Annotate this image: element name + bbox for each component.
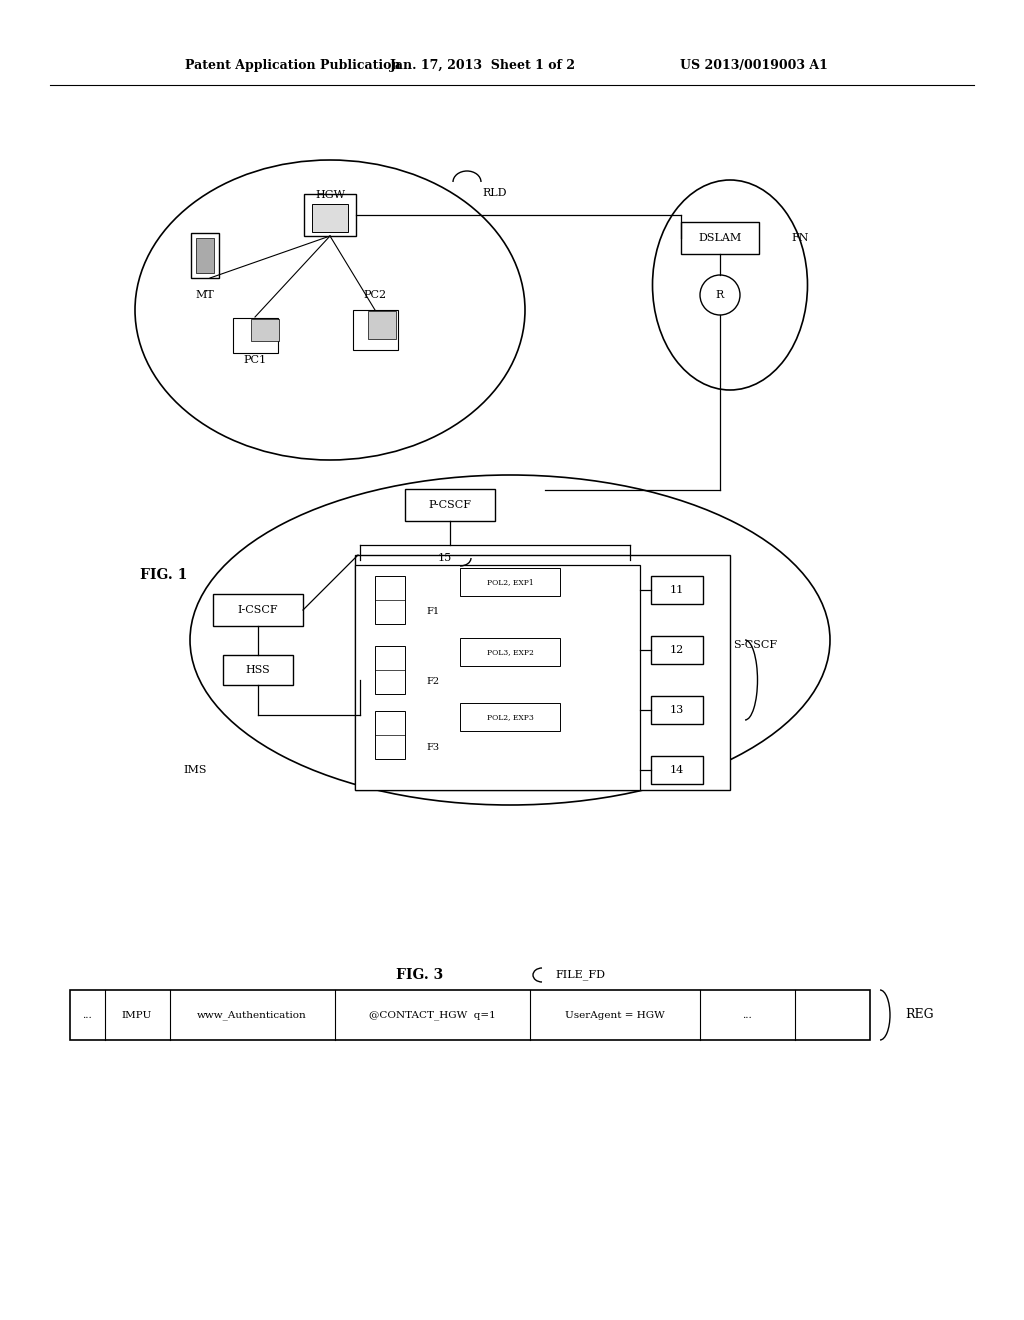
Text: R: R xyxy=(716,290,724,300)
FancyBboxPatch shape xyxy=(375,645,406,694)
FancyBboxPatch shape xyxy=(232,318,278,352)
FancyBboxPatch shape xyxy=(681,222,759,253)
Text: Patent Application Publication: Patent Application Publication xyxy=(185,58,400,71)
Text: RLD: RLD xyxy=(482,187,507,198)
Text: UserAgent = HGW: UserAgent = HGW xyxy=(565,1011,665,1019)
FancyBboxPatch shape xyxy=(368,312,396,339)
Text: POL3, EXP2: POL3, EXP2 xyxy=(486,648,534,656)
Text: 12: 12 xyxy=(670,645,684,655)
Text: FIG. 3: FIG. 3 xyxy=(396,968,443,982)
Text: MT: MT xyxy=(196,290,214,300)
Text: 15: 15 xyxy=(438,553,453,564)
Circle shape xyxy=(700,275,740,315)
Text: PC2: PC2 xyxy=(364,290,387,300)
FancyBboxPatch shape xyxy=(460,638,560,667)
Text: IMPU: IMPU xyxy=(122,1011,153,1019)
Ellipse shape xyxy=(135,160,525,459)
Text: POL2, EXP3: POL2, EXP3 xyxy=(486,713,534,721)
Text: 11: 11 xyxy=(670,585,684,595)
Text: www_Authentication: www_Authentication xyxy=(198,1010,307,1020)
FancyBboxPatch shape xyxy=(375,576,406,624)
Text: F3: F3 xyxy=(426,742,439,751)
Text: ...: ... xyxy=(82,1011,92,1019)
FancyBboxPatch shape xyxy=(406,488,495,521)
Text: Jan. 17, 2013  Sheet 1 of 2: Jan. 17, 2013 Sheet 1 of 2 xyxy=(390,58,575,71)
FancyBboxPatch shape xyxy=(651,756,703,784)
FancyBboxPatch shape xyxy=(312,205,348,232)
Text: I-CSCF: I-CSCF xyxy=(238,605,279,615)
FancyBboxPatch shape xyxy=(354,554,729,789)
FancyBboxPatch shape xyxy=(304,194,356,236)
Text: REG: REG xyxy=(905,1008,934,1022)
Text: PC1: PC1 xyxy=(244,355,266,366)
FancyBboxPatch shape xyxy=(651,636,703,664)
FancyBboxPatch shape xyxy=(651,576,703,605)
Text: HGW: HGW xyxy=(315,190,345,201)
Text: S-CSCF: S-CSCF xyxy=(733,640,777,649)
FancyBboxPatch shape xyxy=(460,568,560,597)
Text: @CONTACT_HGW  q=1: @CONTACT_HGW q=1 xyxy=(369,1010,496,1020)
Ellipse shape xyxy=(190,475,830,805)
FancyBboxPatch shape xyxy=(213,594,303,626)
Text: HSS: HSS xyxy=(246,665,270,675)
FancyBboxPatch shape xyxy=(352,310,397,350)
FancyBboxPatch shape xyxy=(375,711,406,759)
FancyBboxPatch shape xyxy=(651,696,703,723)
FancyBboxPatch shape xyxy=(460,704,560,731)
Text: 14: 14 xyxy=(670,766,684,775)
Text: DSLAM: DSLAM xyxy=(698,234,741,243)
Text: P-CSCF: P-CSCF xyxy=(428,500,471,510)
FancyBboxPatch shape xyxy=(223,655,293,685)
Ellipse shape xyxy=(652,180,808,389)
Text: IMS: IMS xyxy=(183,766,207,775)
Text: FILE_FD: FILE_FD xyxy=(555,970,605,981)
FancyBboxPatch shape xyxy=(70,990,870,1040)
Text: F2: F2 xyxy=(426,677,439,686)
FancyBboxPatch shape xyxy=(191,232,219,277)
Text: FIG. 1: FIG. 1 xyxy=(140,568,187,582)
FancyBboxPatch shape xyxy=(354,565,640,789)
Text: ...: ... xyxy=(742,1011,752,1019)
FancyBboxPatch shape xyxy=(196,238,214,272)
Text: POL2, EXP1: POL2, EXP1 xyxy=(486,578,534,586)
FancyBboxPatch shape xyxy=(251,319,279,341)
Text: 13: 13 xyxy=(670,705,684,715)
Text: US 2013/0019003 A1: US 2013/0019003 A1 xyxy=(680,58,827,71)
Text: FN: FN xyxy=(792,234,809,243)
Text: F1: F1 xyxy=(426,607,439,616)
